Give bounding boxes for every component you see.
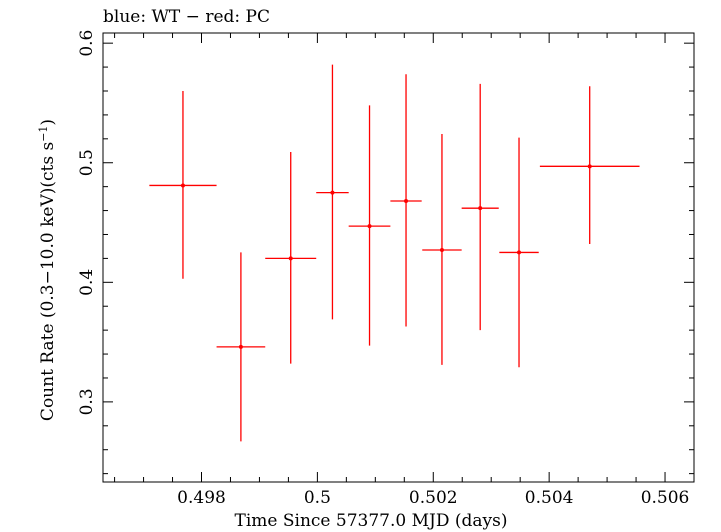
y-tick-label: 0.6 (77, 30, 97, 57)
plot-frame (102, 32, 695, 483)
x-tick-label: 0.498 (177, 488, 226, 508)
data-point (316, 64, 349, 320)
y-tick-label: 0.5 (77, 149, 97, 176)
point-marker (180, 183, 185, 188)
chart-title: blue: WT − red: PC (103, 7, 270, 27)
data-point (499, 137, 539, 368)
y-axis-label: Count Rate (0.3−10.0 keV)(cts s−1) (37, 119, 58, 421)
data-point (422, 134, 462, 365)
x-tick-label: 0.506 (641, 488, 690, 508)
point-marker (404, 199, 409, 204)
data-point (390, 74, 422, 327)
y-tick-label: 0.4 (77, 269, 97, 296)
point-marker (439, 248, 444, 253)
y-axis-label-main: Count Rate (0.3−10.0 keV)(cts s (38, 142, 58, 421)
point-marker (288, 256, 293, 261)
data-point (539, 86, 640, 245)
y-axis-label-superscript: −1 (37, 126, 50, 142)
data-point (265, 151, 317, 364)
point-marker (587, 164, 592, 169)
data-point (149, 90, 217, 279)
axis-ticks (103, 33, 695, 482)
x-tick-label: 0.502 (409, 488, 458, 508)
data-point (216, 252, 266, 442)
y-axis-label-close: ) (38, 119, 58, 126)
point-marker (367, 224, 372, 229)
x-tick-label: 0.5 (304, 488, 331, 508)
point-marker (478, 206, 483, 211)
data-point (348, 105, 391, 346)
x-tick-label: 0.504 (525, 488, 574, 508)
point-marker (238, 344, 243, 349)
data-point (461, 83, 499, 331)
x-axis-label: Time Since 57377.0 MJD (days) (235, 511, 508, 531)
point-marker (330, 190, 335, 195)
data-points (149, 64, 640, 442)
y-tick-label: 0.3 (77, 388, 97, 415)
axis-tick-labels: 0.498 0.5 0.502 0.504 0.506 0.3 0.4 0.5 0.6 (77, 30, 689, 508)
point-marker (517, 250, 522, 255)
